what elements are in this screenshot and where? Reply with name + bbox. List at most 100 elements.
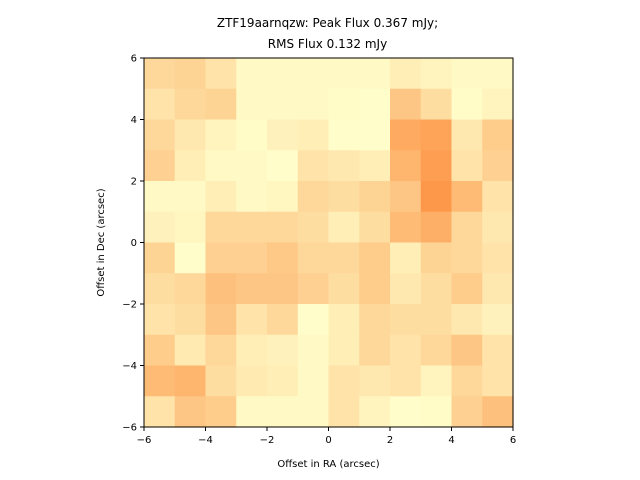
heatmap-cell [205,119,237,151]
heatmap-cell [236,119,268,151]
heatmap-cell [328,334,360,367]
heatmap-cell [451,88,483,121]
heatmap-cell [482,58,514,90]
heatmap-cell [174,150,207,182]
heatmap-cell [482,273,514,305]
heatmap-cell [174,365,207,397]
heatmap-cell [451,181,483,213]
heatmap-cell [297,211,330,244]
heatmap-cell [359,334,391,367]
heatmap-cell [420,334,453,367]
heatmap-cell [420,150,453,182]
heatmap-cell [205,150,237,182]
heatmap-cell [451,273,483,305]
heatmap-cell [174,304,207,336]
heatmap-cell [359,119,391,151]
y-axis: −6 −4 −2 0 2 4 6 [122,54,144,434]
heatmap-cell [297,150,330,182]
x-tick-label: 6 [510,435,516,446]
heatmap-cell [390,88,422,121]
heatmap-cell [390,181,422,213]
heatmap-cell [390,242,422,274]
heatmap-cell [451,242,483,274]
heatmap-cell [267,88,299,121]
heatmap-cell [420,304,453,336]
heatmap-cell [174,88,207,121]
heatmap-cell [267,211,299,244]
heatmap-cell [482,88,514,121]
heatmap-cell [174,396,207,428]
heatmap-cell [144,181,176,213]
heatmap-cell [267,181,299,213]
x-axis: −6 −4 −2 0 2 4 6 [137,427,516,446]
heatmap-cell [205,273,237,305]
heatmap-cell [359,181,391,213]
heatmap-cell [390,58,422,90]
heatmap-cell [174,334,207,367]
heatmap-cell [267,304,299,336]
heatmap-cell [482,242,514,274]
heatmap-cell [328,119,360,151]
heatmap-cell [267,242,299,274]
heatmap-cell [451,58,483,90]
heatmap-cell [144,119,176,151]
y-tick-label: −2 [122,300,137,311]
heatmap-cell [236,273,268,305]
heatmap-cell [144,365,176,397]
heatmap-cell [328,273,360,305]
heatmap-cell [328,396,360,428]
heatmap-cell [359,150,391,182]
x-axis-label: Offset in RA (arcsec) [277,459,379,470]
heatmap-cell [236,304,268,336]
heatmap-cell [144,396,176,428]
heatmap-cell [267,150,299,182]
x-tick-label: −4 [198,435,213,446]
heatmap-cell [482,396,514,428]
heatmap-cell [236,396,268,428]
heatmap-cell [174,58,207,90]
y-tick-label: −4 [122,361,137,372]
heatmap-cell [267,273,299,305]
x-tick-label: 2 [387,435,393,446]
heatmap-cell [482,181,514,213]
heatmap-cell [205,304,237,336]
heatmap-cell [482,304,514,336]
heatmap-cell [297,273,330,305]
heatmap-cell [144,88,176,121]
heatmap-cell [420,119,453,151]
heatmap-cell [267,396,299,428]
heatmap-cell [236,211,268,244]
heatmap-cell [359,88,391,121]
heatmap-cell [205,396,237,428]
heatmap-cell [236,365,268,397]
heatmap-cells [144,58,514,428]
heatmap-cell [451,304,483,336]
heatmap-cell [451,211,483,244]
heatmap-cell [390,396,422,428]
heatmap-cell [205,242,237,274]
heatmap-cell [451,396,483,428]
heatmap-cell [205,58,237,90]
heatmap-cell [236,58,268,90]
heatmap-cell [236,181,268,213]
heatmap-cell [174,273,207,305]
heatmap-cell [328,365,360,397]
heatmap-cell [420,396,453,428]
chart-title-line-1: ZTF19aarnqzw: Peak Flux 0.367 mJy; [217,16,438,30]
heatmap-cell [390,150,422,182]
heatmap-cell [205,181,237,213]
heatmap-cell [420,273,453,305]
heatmap-cell [205,88,237,121]
heatmap-cell [174,181,207,213]
heatmap-cell [174,119,207,151]
heatmap-cell [390,211,422,244]
heatmap-cell [451,150,483,182]
heatmap-cell [297,365,330,397]
heatmap-cell [297,396,330,428]
heatmap-cell [267,334,299,367]
heatmap-cell [359,211,391,244]
heatmap-cell [420,58,453,90]
heatmap-cell [328,58,360,90]
y-tick-label: −6 [122,423,137,434]
heatmap-cell [174,242,207,274]
